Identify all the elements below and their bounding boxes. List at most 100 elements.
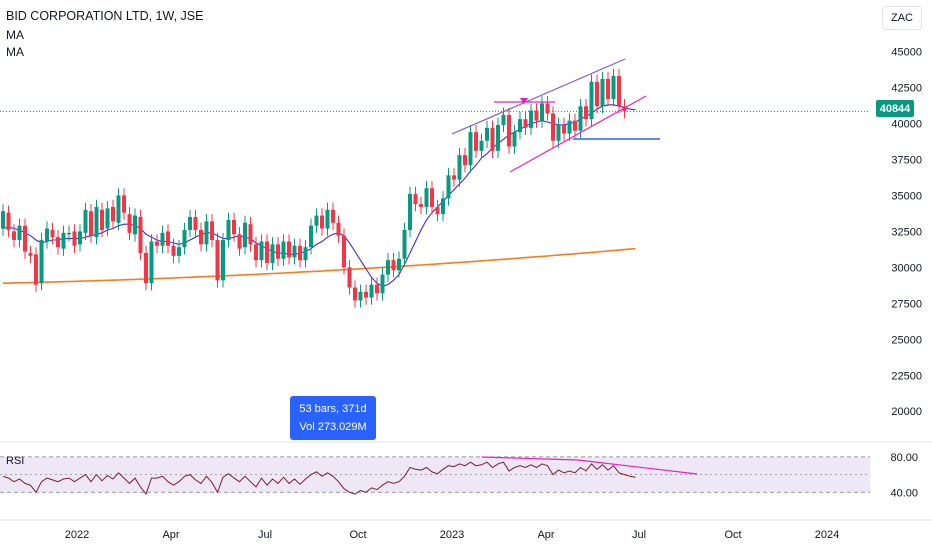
candle-body [144,252,148,284]
price-tick-label: 37500 [891,154,922,166]
candlesticks [1,68,627,308]
candle-body [281,241,286,259]
candle-body [380,274,385,294]
candle-body [611,76,616,100]
candle-body [292,245,297,258]
symbol-title[interactable]: BID CORPORATION LTD, 1W, JSE [6,9,204,23]
candle-body [518,119,522,133]
candle-body [254,244,258,261]
candle-body [17,225,22,241]
ma-legend-1[interactable]: MA [6,28,24,42]
measure-tooltip: 53 bars, 371d Vol 273.029M [290,396,376,440]
rsi-legend[interactable]: RSI [6,455,25,467]
candle-body [507,114,511,147]
marker-triangle [520,98,528,104]
rsi-line [2,461,636,496]
candle-body [61,232,66,249]
candle-body [34,254,38,285]
candle-body [551,113,555,141]
candle-body [523,119,528,128]
candle-body [419,204,423,207]
candle-body [89,211,93,236]
candle-body [342,235,346,268]
candle-body [331,209,335,223]
candle-body [622,106,627,112]
candle-body [540,103,544,121]
candle-body [83,209,88,233]
candle-body [138,217,143,253]
measure-bars-label: 53 bars, 371d [299,403,367,415]
candle-body [270,244,275,264]
candle-body [259,241,264,261]
ma-long-line [2,247,636,284]
candle-body [391,260,396,271]
candle-body [573,120,577,131]
candle-body [45,228,49,242]
price-tick-label: 20000 [891,406,922,418]
candle-body [116,195,121,223]
candle-body [446,175,451,199]
ma-short-path [2,104,636,287]
candle-body [28,252,33,256]
candle-body [595,81,599,107]
price-tick-label: 22500 [891,370,922,382]
candle-body [182,229,187,248]
candle-body [50,229,55,238]
price-tick-label: 27500 [891,298,922,310]
rsi-level-label: 80.00 [890,452,918,464]
candle-body [199,229,203,245]
candle-body [177,247,181,256]
candle-body [188,217,192,230]
candle-body [600,78,605,107]
candle-body [171,245,176,256]
candle-body [287,241,291,258]
price-axis-bg [870,0,932,550]
candle-body [12,231,16,241]
candle-body [160,232,165,246]
upper-channel-line [451,58,626,135]
candle-body [402,229,407,259]
candle-body [67,232,71,235]
candle-body [39,240,44,284]
candle-body [122,195,126,213]
price-axis[interactable]: 20000 22500 25000 27500 30000 32500 35000 37500… [870,0,932,550]
candle-body [243,222,247,248]
candle-body [358,291,363,301]
candle-body [94,206,99,238]
candle-body [584,106,588,120]
time-axis[interactable]: 2022 Apr Jul Oct 2023 Apr Jul Oct 2024 [0,519,932,541]
candle-body [1,211,5,229]
time-tick-label: Oct [724,529,741,541]
candle-body [353,287,357,301]
candle-body [336,222,341,236]
ma-legend-2[interactable]: MA [6,45,24,59]
candle-body [562,124,566,134]
price-tick-label: 25000 [891,334,922,346]
candle-body [325,209,330,229]
price-tick-label: 45000 [891,47,922,59]
candle-body [72,231,77,246]
candle-body [78,231,82,245]
candle-body [166,231,170,246]
price-tick-label: 35000 [891,190,922,202]
candle-body [23,225,27,252]
candle-body [485,127,489,141]
rsi-pane: 80.00 40.00 [0,441,932,499]
last-price-tag: 40844 [876,100,914,117]
candle-body [430,188,434,207]
candle-body [606,78,610,100]
time-tick-label: 2023 [440,529,464,541]
candle-body [133,215,137,235]
candle-body [193,217,198,230]
candle-body [204,221,209,245]
candle-body [6,212,11,230]
candle-body [474,132,478,151]
ma-long-path [2,247,636,284]
candle-body [155,241,159,246]
currency-button[interactable]: ZAC [882,6,922,30]
candle-body [457,155,462,180]
trend-drawings [451,58,660,173]
candle-body [210,221,214,241]
candle-body [424,188,429,207]
